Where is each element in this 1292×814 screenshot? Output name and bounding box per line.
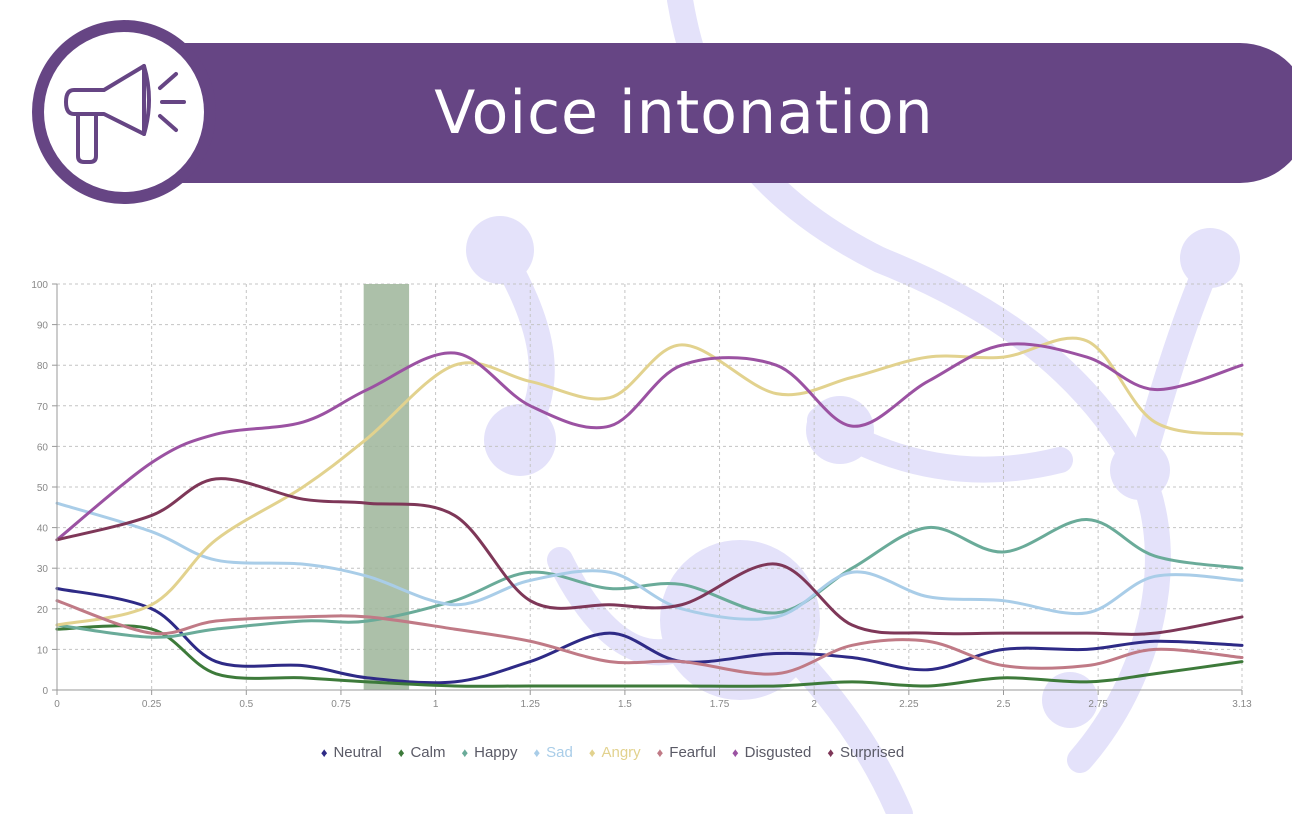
legend-label: Neutral bbox=[333, 743, 382, 761]
y-tick-label: 60 bbox=[37, 442, 49, 453]
voice-intonation-chart: 0 10 20 30 40 50 60 70 80 90 100 0 0.25 0.5 0.75 1 1.25 1… bbox=[31, 280, 1252, 710]
chart-ticks: 0 10 20 30 40 50 60 70 80 90 100 0 0.25 0.5 0.75 1 1.25 1… bbox=[31, 280, 1252, 710]
y-tick-label: 70 bbox=[37, 402, 49, 413]
x-tick-label: 2.25 bbox=[899, 699, 919, 710]
x-tick-label: 0.75 bbox=[331, 699, 351, 710]
page-title: Voice intonation bbox=[434, 78, 934, 148]
y-tick-label: 50 bbox=[37, 483, 49, 494]
x-tick-label: 0.25 bbox=[142, 699, 162, 710]
x-tick-label: 2.5 bbox=[997, 699, 1011, 710]
legend-item-neutral[interactable]: ♦ Neutral bbox=[321, 744, 382, 761]
legend-item-sad[interactable]: ♦ Sad bbox=[533, 744, 572, 761]
legend-item-surprised[interactable]: ♦ Surprised bbox=[827, 744, 904, 761]
y-tick-label: 0 bbox=[42, 686, 48, 697]
y-tick-label: 80 bbox=[37, 361, 49, 372]
chart-legend: ♦ Neutral ♦ Calm ♦ Happy ♦ Sad ♦ Angry ♦ Fearful ♦ Di… bbox=[0, 740, 1225, 764]
legend-marker-icon: ♦ bbox=[461, 744, 469, 760]
chart-grid bbox=[56, 283, 1243, 691]
x-tick-label: 2 bbox=[811, 699, 817, 710]
legend-marker-icon: ♦ bbox=[731, 744, 739, 760]
y-tick-label: 100 bbox=[31, 280, 48, 291]
megaphone-icon bbox=[64, 64, 186, 164]
legend-marker-icon: ♦ bbox=[397, 744, 405, 760]
x-tick-label: 0.5 bbox=[239, 699, 253, 710]
highlight-band bbox=[363, 284, 410, 690]
series-line-calm bbox=[55, 624, 1244, 688]
legend-label: Surprised bbox=[839, 743, 905, 761]
y-tick-label: 40 bbox=[37, 524, 49, 535]
series-line-happy bbox=[55, 517, 1244, 639]
legend-item-happy[interactable]: ♦ Happy bbox=[461, 744, 517, 761]
legend-marker-icon: ♦ bbox=[588, 744, 596, 760]
y-tick-label: 90 bbox=[37, 321, 49, 332]
chart-series bbox=[55, 336, 1244, 688]
y-tick-label: 10 bbox=[37, 645, 49, 656]
legend-marker-icon: ♦ bbox=[827, 744, 834, 760]
legend-label: Fearful bbox=[669, 743, 716, 761]
series-line-fearful bbox=[55, 599, 1244, 676]
chart-highlight bbox=[363, 284, 410, 690]
series-line-surprised bbox=[55, 477, 1244, 636]
x-tick-label: 1.5 bbox=[618, 699, 632, 710]
x-tick-label: 1.25 bbox=[521, 699, 541, 710]
title-banner: Voice intonation bbox=[150, 43, 1292, 183]
series-line-disgusted bbox=[55, 342, 1244, 542]
legend-item-fearful[interactable]: ♦ Fearful bbox=[657, 744, 716, 761]
legend-label: Sad bbox=[546, 743, 573, 761]
legend-marker-icon: ♦ bbox=[320, 744, 328, 760]
x-tick-label: 3.13 bbox=[1232, 699, 1252, 710]
x-tick-label: 1.75 bbox=[710, 699, 730, 710]
legend-item-angry[interactable]: ♦ Angry bbox=[589, 744, 641, 761]
series-line-neutral bbox=[55, 587, 1244, 685]
legend-label: Disgusted bbox=[744, 743, 812, 761]
y-tick-label: 30 bbox=[37, 564, 49, 575]
series-line-angry bbox=[55, 336, 1244, 627]
x-tick-label: 1 bbox=[433, 699, 439, 710]
x-tick-label: 0 bbox=[54, 699, 60, 710]
legend-item-disgusted[interactable]: ♦ Disgusted bbox=[732, 744, 811, 761]
legend-marker-icon: ♦ bbox=[533, 744, 541, 760]
series-line-sad bbox=[55, 501, 1244, 621]
legend-label: Calm bbox=[410, 743, 446, 761]
x-tick-label: 2.75 bbox=[1088, 699, 1108, 710]
legend-marker-icon: ♦ bbox=[656, 744, 664, 760]
y-tick-label: 20 bbox=[37, 605, 49, 616]
legend-label: Angry bbox=[601, 743, 641, 761]
legend-label: Happy bbox=[474, 743, 518, 761]
legend-item-calm[interactable]: ♦ Calm bbox=[398, 744, 446, 761]
